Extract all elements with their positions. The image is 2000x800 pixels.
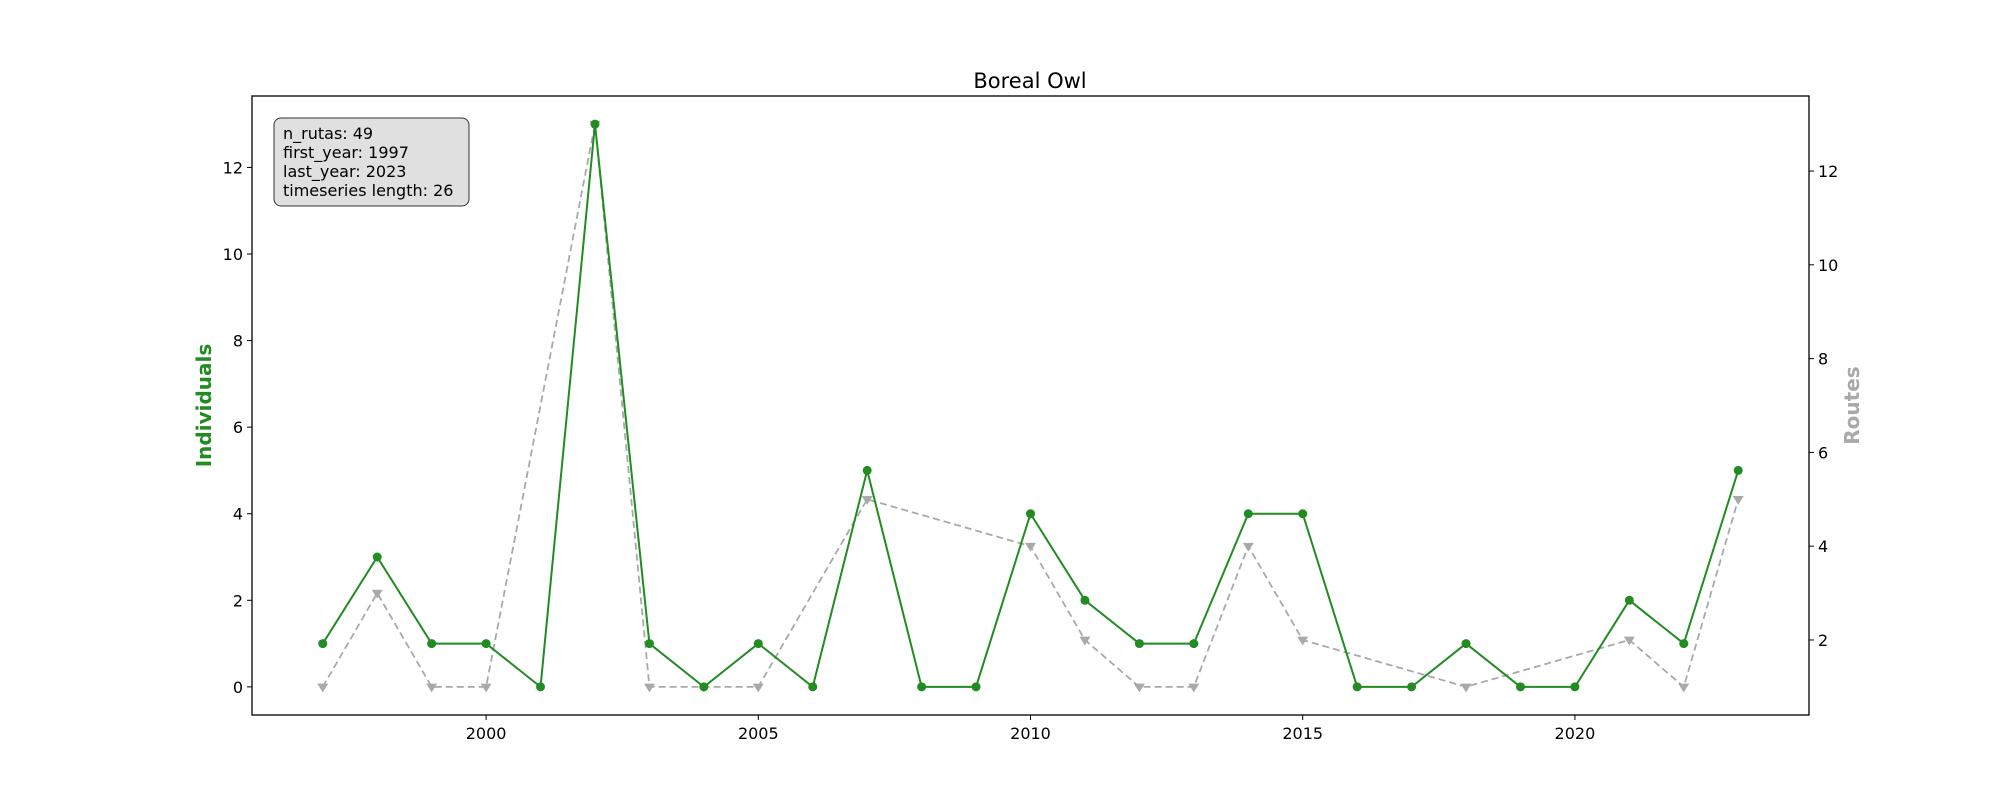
data-point <box>1079 636 1091 646</box>
x-tick-label: 2015 <box>1282 724 1323 743</box>
data-point <box>1515 682 1525 692</box>
data-point <box>1624 595 1634 605</box>
data-point <box>481 639 491 649</box>
data-point <box>1298 509 1308 519</box>
data-point <box>1623 636 1635 646</box>
y-tick-label-left: 8 <box>233 332 243 351</box>
data-point <box>371 589 383 599</box>
series-layer <box>317 119 1744 693</box>
data-point <box>536 682 546 692</box>
data-point <box>753 639 763 649</box>
x-tick-label: 2010 <box>1010 724 1051 743</box>
y-tick-label-left: 12 <box>223 158 243 177</box>
stats-line: first_year: 1997 <box>283 143 409 163</box>
data-point <box>1080 595 1090 605</box>
data-point <box>1570 682 1580 692</box>
data-point <box>590 119 600 129</box>
y-axis-label-left: Individuals <box>192 344 216 468</box>
data-point <box>480 683 492 693</box>
data-point <box>1189 639 1199 649</box>
y-tick-label-right: 12 <box>1818 162 1838 181</box>
y-axis-label-right: Routes <box>1840 366 1864 444</box>
stats-line: last_year: 2023 <box>283 162 406 182</box>
chart-title: Boreal Owl <box>973 69 1086 93</box>
stats-line: timeseries length: 26 <box>283 181 453 200</box>
y-tick-label-left: 10 <box>223 245 243 264</box>
data-point <box>1026 509 1035 519</box>
y-tick-label-right: 8 <box>1818 350 1828 369</box>
data-point <box>699 682 709 692</box>
series-routes <box>317 120 1744 693</box>
data-point <box>752 683 764 693</box>
y-tick-label-right: 10 <box>1818 256 1838 275</box>
data-point <box>862 465 872 475</box>
x-tick-label: 2020 <box>1555 724 1596 743</box>
stats-box-background <box>273 117 470 207</box>
data-point <box>317 683 329 693</box>
data-point <box>808 682 818 692</box>
data-point <box>1242 542 1254 552</box>
y-tick-label-right: 4 <box>1818 537 1828 556</box>
x-tick-label: 2000 <box>466 724 507 743</box>
data-point <box>1733 465 1743 475</box>
stats-line: n_rutas: 49 <box>283 124 373 144</box>
data-point <box>1025 542 1036 552</box>
data-point <box>372 552 382 562</box>
data-point <box>1352 682 1362 692</box>
data-point <box>426 683 438 693</box>
data-point <box>1297 636 1309 646</box>
ticks-layer: 2000 2005 2010 2015 2020 0 2 4 6 8 10 12 2 4 6 8 10 12 <box>223 158 1839 743</box>
data-point <box>1407 682 1417 692</box>
data-point <box>1188 683 1200 693</box>
data-point <box>1461 639 1471 649</box>
y-tick-label-left: 6 <box>233 418 243 437</box>
data-point <box>1134 639 1144 649</box>
series-line <box>321 124 1740 689</box>
y-tick-label-right: 2 <box>1818 631 1828 650</box>
y-tick-label-left: 2 <box>233 591 243 610</box>
data-point <box>1732 495 1744 505</box>
plot-frame <box>251 95 1810 716</box>
data-point <box>917 682 927 692</box>
data-point <box>318 639 328 649</box>
series-line <box>321 123 1740 689</box>
data-point <box>1243 509 1253 519</box>
data-point <box>1678 683 1690 693</box>
data-point <box>644 639 654 649</box>
data-point <box>1133 683 1145 693</box>
x-tick-label: 2005 <box>738 724 779 743</box>
data-point <box>427 639 437 649</box>
y-tick-label-right: 6 <box>1818 443 1828 462</box>
data-point <box>971 682 981 692</box>
data-point <box>861 495 873 505</box>
series-individuals <box>318 119 1743 692</box>
data-point <box>643 683 655 693</box>
data-point <box>1679 639 1689 649</box>
stats-box: n_rutas: 49 first_year: 1997 last_year: … <box>273 117 470 207</box>
data-point <box>1460 683 1472 693</box>
y-tick-label-left: 0 <box>233 678 243 697</box>
y-tick-label-left: 4 <box>233 505 243 524</box>
